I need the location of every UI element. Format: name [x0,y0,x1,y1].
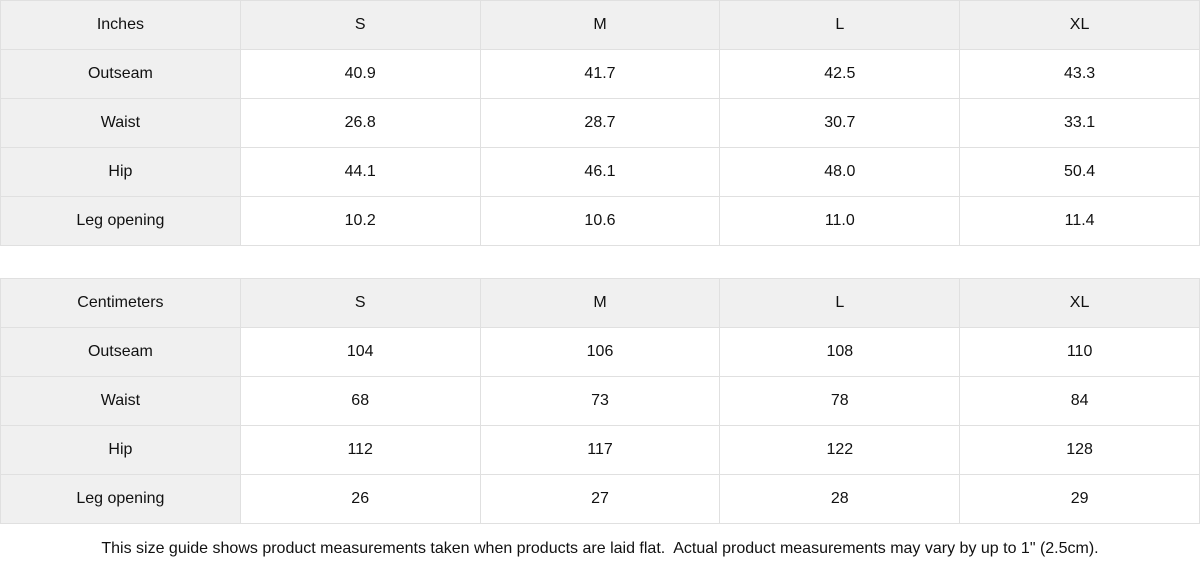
size-col-header-xl: XL [959,0,1200,50]
table-row-waist-in: Waist 26.8 28.7 30.7 33.1 [0,98,1200,148]
measurement-value: 41.7 [479,49,721,99]
measurement-value: 46.1 [479,147,721,197]
measurement-value: 43.3 [959,49,1200,99]
unit-header-centimeters: Centimeters [0,278,241,328]
measurement-value: 112 [239,425,481,475]
table-row-outseam-in: Outseam 40.9 41.7 42.5 43.3 [0,49,1200,99]
measurement-value: 78 [719,376,961,426]
table-row-hip-cm: Hip 112 117 122 128 [0,425,1200,475]
measurement-label: Hip [0,147,241,197]
measurement-value: 42.5 [719,49,961,99]
measurement-label: Waist [0,376,241,426]
measurement-value: 10.2 [239,196,481,246]
measurement-value: 68 [239,376,481,426]
measurement-label: Leg opening [0,474,241,524]
measurement-label: Outseam [0,49,241,99]
measurement-value: 104 [239,327,481,377]
table-row-waist-cm: Waist 68 73 78 84 [0,376,1200,426]
measurement-label: Outseam [0,327,241,377]
measurement-value: 48.0 [719,147,961,197]
measurement-value: 27 [479,474,721,524]
measurement-label: Hip [0,425,241,475]
measurement-value: 10.6 [479,196,721,246]
measurement-value: 30.7 [719,98,961,148]
measurement-value: 106 [479,327,721,377]
measurement-value: 50.4 [959,147,1200,197]
measurement-value: 29 [959,474,1200,524]
footer-note: This size guide shows product measuremen… [0,524,1200,573]
size-col-header-l: L [719,278,961,328]
size-col-header-l: L [719,0,961,50]
unit-header-inches: Inches [0,0,241,50]
measurement-value: 40.9 [239,49,481,99]
size-table-inches: Inches S M L XL Outseam 40.9 41.7 42.5 4… [0,0,1200,246]
measurement-value: 108 [719,327,961,377]
measurement-value: 26.8 [239,98,481,148]
measurement-value: 11.0 [719,196,961,246]
measurement-label: Leg opening [0,196,241,246]
measurement-value: 44.1 [239,147,481,197]
measurement-value: 117 [479,425,721,475]
measurement-value: 11.4 [959,196,1200,246]
size-col-header-m: M [479,278,721,328]
size-col-header-s: S [239,278,481,328]
header-row-inches: Inches S M L XL [0,0,1200,50]
table-spacer [0,246,1200,278]
measurement-value: 73 [479,376,721,426]
table-row-outseam-cm: Outseam 104 106 108 110 [0,327,1200,377]
size-col-header-m: M [479,0,721,50]
measurement-value: 26 [239,474,481,524]
measurement-label: Waist [0,98,241,148]
table-row-leg-opening-cm: Leg opening 26 27 28 29 [0,474,1200,524]
measurement-value: 28.7 [479,98,721,148]
measurement-value: 128 [959,425,1200,475]
size-col-header-xl: XL [959,278,1200,328]
measurement-value: 28 [719,474,961,524]
table-row-leg-opening-in: Leg opening 10.2 10.6 11.0 11.4 [0,196,1200,246]
size-col-header-s: S [239,0,481,50]
measurement-value: 84 [959,376,1200,426]
table-row-hip-in: Hip 44.1 46.1 48.0 50.4 [0,147,1200,197]
size-table-centimeters: Centimeters S M L XL Outseam 104 106 108… [0,278,1200,524]
measurement-value: 110 [959,327,1200,377]
header-row-centimeters: Centimeters S M L XL [0,278,1200,328]
measurement-value: 122 [719,425,961,475]
measurement-value: 33.1 [959,98,1200,148]
